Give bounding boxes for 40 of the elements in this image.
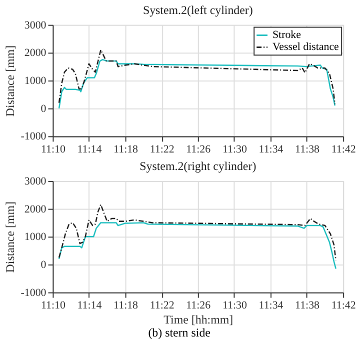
line-series: [58, 222, 336, 270]
y-tick-label: 2000: [24, 203, 47, 216]
y-tick-label: 3000: [24, 175, 47, 188]
legend-label: Stroke: [272, 29, 302, 42]
x-tick-label: 11:34: [258, 300, 284, 312]
x-tick-label: 11:30: [222, 300, 248, 312]
x-tick-label: 11:26: [186, 144, 212, 156]
x-tick-label: 11:30: [222, 144, 248, 156]
x-tick-label: 11:38: [295, 300, 320, 312]
x-tick-label: 11:10: [40, 144, 66, 156]
line-series: [58, 204, 336, 261]
y-tick-label: 0: [40, 102, 47, 115]
x-tick-label: 11:34: [258, 144, 284, 156]
line-series: [58, 49, 336, 105]
x-tick-label: 11:14: [77, 144, 102, 156]
y-axis-title: Distance [mm]: [2, 45, 17, 117]
y-axis-title: Distance [mm]: [2, 202, 17, 273]
text: (b) stern side: [148, 326, 210, 340]
x-tick-label: 11:14: [77, 300, 102, 312]
x-tick-label: 11:38: [295, 144, 320, 156]
y-tick-label: 3000: [24, 19, 47, 32]
x-tick-label: 11:18: [114, 300, 139, 312]
chart-title: System.2(left cylinder): [142, 2, 253, 17]
line-series: [58, 58, 336, 109]
y-tick-label: 1000: [24, 74, 47, 87]
y-tick-label: 0: [40, 258, 47, 271]
x-tick-label: 11:22: [150, 300, 174, 312]
y-tick-label: -1000: [20, 286, 47, 299]
x-axis-title: Time [hh:mm]: [164, 312, 234, 327]
x-tick-label: 11:18: [114, 144, 139, 156]
x-tick-label: 11:26: [186, 300, 212, 312]
x-tick-label: 11:22: [150, 144, 174, 156]
x-tick-label: 11:42: [331, 144, 356, 156]
x-tick-label: 11:42: [331, 300, 356, 312]
legend-label: Vessel distance: [272, 41, 340, 54]
y-tick-label: -1000: [20, 130, 47, 143]
x-tick-label: 11:10: [40, 300, 66, 312]
chart-title: System.2(right cylinder): [140, 159, 256, 174]
y-tick-label: 1000: [24, 231, 47, 244]
y-tick-label: 2000: [24, 47, 47, 60]
